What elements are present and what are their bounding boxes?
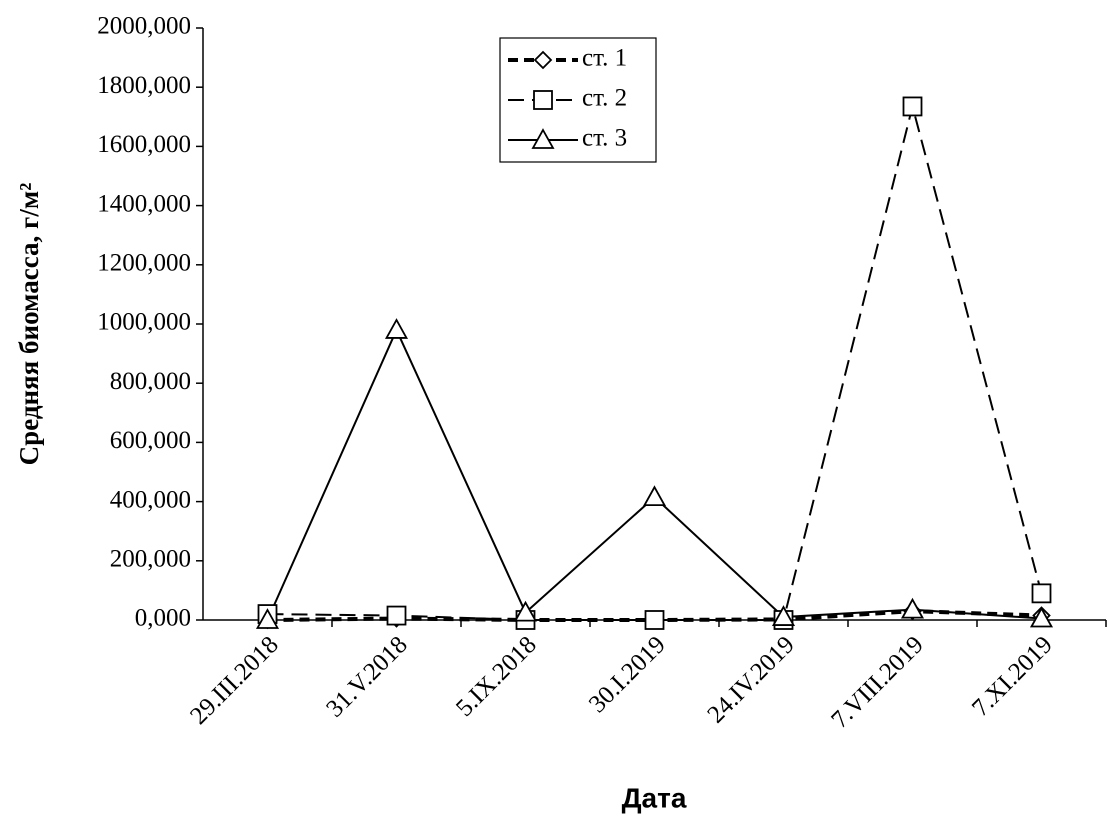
y-tick-label: 2000,000 [97, 13, 191, 40]
series-line [266, 327, 1042, 621]
y-tick-label: 600,000 [110, 427, 191, 454]
data-point [255, 608, 280, 629]
y-tick-label: 1400,000 [97, 190, 191, 217]
data-point [771, 605, 796, 626]
x-tick-label: 7.XI.2019 [967, 631, 1058, 722]
data-point [902, 96, 923, 117]
legend-marker [531, 128, 555, 149]
x-tick-label: 30.I.2019 [584, 631, 671, 718]
data-point [384, 318, 409, 339]
y-tick-label: 1600,000 [97, 131, 191, 158]
y-tick-label: 1000,000 [97, 309, 191, 336]
data-point [386, 605, 407, 626]
data-point [1031, 583, 1052, 604]
x-tick-label: 29.III.2018 [185, 631, 284, 730]
legend-label: ст. 1 [582, 45, 627, 72]
data-point [513, 600, 538, 622]
y-tick-label: 0,000 [135, 605, 191, 632]
x-tick-label: 31.V.2018 [321, 631, 412, 722]
legend-marker [533, 90, 553, 110]
x-tick-label: 7.VIII.2019 [826, 631, 929, 734]
x-axis-title: Дата [622, 782, 687, 813]
y-tick-label: 200,000 [110, 546, 191, 573]
y-axis-title: Средняя биомасса, г/м² [14, 183, 44, 466]
data-point [642, 485, 667, 507]
x-tick-label: 24.IV.2019 [702, 631, 799, 728]
legend-label: ст. 3 [582, 125, 627, 152]
legend-label: ст. 2 [582, 85, 627, 112]
x-tick-label: 5.IX.2018 [451, 631, 542, 722]
legend-marker [533, 50, 553, 70]
y-tick-label: 800,000 [110, 368, 191, 395]
data-point [644, 610, 665, 630]
y-tick-label: 1200,000 [97, 250, 191, 277]
y-tick-label: 400,000 [110, 486, 191, 513]
y-tick-label: 1800,000 [97, 72, 191, 99]
data-point [900, 597, 925, 619]
series-line [267, 106, 1043, 621]
data-point [1029, 606, 1054, 628]
